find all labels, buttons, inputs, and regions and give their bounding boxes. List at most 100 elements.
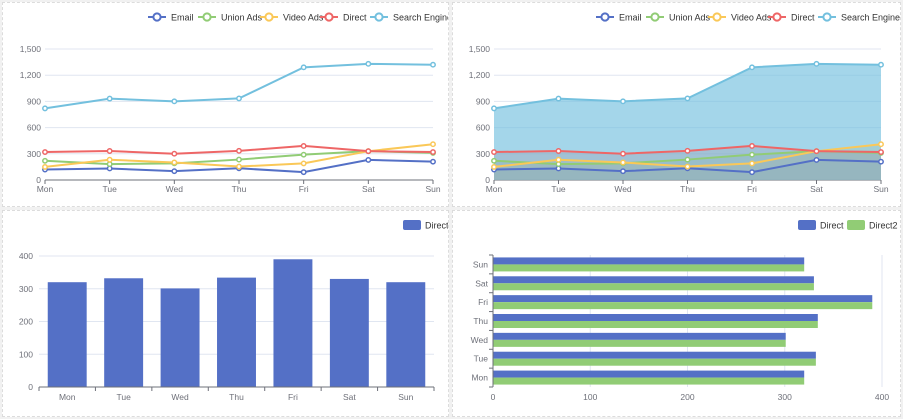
legend-item-video-ads[interactable]: Video Ads [260,12,324,23]
data-point-video-ads [749,160,755,167]
y-tick-label: 1,200 [469,70,491,80]
data-point-video-ads [620,159,626,166]
legend-marker-search-engine [822,12,832,22]
y-tick-label: 1,500 [20,44,42,54]
legend-marker-direct [324,12,334,22]
legend-label-search-engine: Search Engine [393,13,448,23]
x-tick-label: Wed [166,184,184,194]
data-point-direct [106,148,113,154]
line-chart-panel: Email Union Ads Video Ads Direct Search Engi… [2,2,449,207]
x-tick-label: Thu [229,392,244,402]
y-tick-label: 900 [476,96,490,106]
legend-item-direct[interactable]: Direct [768,12,815,23]
bar-wed [160,288,200,387]
data-point-direct [365,148,372,155]
legend-item-direct[interactable]: Direct [798,220,844,231]
legend-item-search-engine[interactable]: Search Engine [370,12,448,23]
data-point-search-engine [236,95,242,102]
horizontal-bar-chart: Direct Direct2 0 100 200 300 400 Mon Tue Wed Thu Fr… [471,220,898,402]
bar-thu [217,277,256,387]
legend-label-union-ads: Union Ads [221,13,263,23]
x-tick-label: Sat [810,184,823,194]
bar-direct2-fri [493,302,873,310]
data-point-direct [42,149,48,156]
bar-direct-tue [493,351,816,359]
data-point-email [878,158,884,165]
data-point-search-engine [106,95,113,102]
x-tick-label: Thu [680,184,695,194]
legend-item-union-ads[interactable]: Union Ads [198,12,263,23]
x-tick-label: Tue [102,184,117,194]
legend-swatch-direct [403,220,421,230]
y-tick-label: 400 [19,251,33,261]
data-point-search-engine [430,61,436,68]
x-tick-label: Sat [343,392,356,402]
legend-marker-union-ads [650,12,660,22]
y-tick-label: Sat [475,278,488,288]
data-point-union-ads [749,151,755,158]
legend-label-search-engine: Search Engine [841,13,900,23]
data-point-direct [749,142,755,149]
data-point-email [749,169,755,176]
bar-chart: Direct 0 100 200 300 400 Mon Tue Wed Thu Fri Sat Sun [19,220,448,402]
bar-direct-sat [493,276,814,284]
legend-item-direct2[interactable]: Direct2 [847,220,898,231]
bar-direct2-tue [493,358,816,366]
legend-item-email[interactable]: Email [596,12,642,23]
legend-marker-search-engine [374,12,384,22]
data-point-search-engine [42,105,48,112]
data-point-email [813,156,820,163]
data-point-union-ads [42,157,48,164]
legend-label-union-ads: Union Ads [669,13,711,23]
x-tick-label: Fri [288,392,298,402]
area-fill-search-engine [494,63,881,181]
x-tick-label: Sun [425,184,440,194]
data-point-search-engine [813,60,820,67]
legend-marker-video-ads [712,12,722,22]
data-point-direct [620,150,626,157]
x-tick-label: 0 [491,392,496,402]
bar-direct-sun [493,257,805,265]
x-tick-label: Mon [59,392,76,402]
bar-direct-fri [493,295,873,303]
data-point-search-engine [300,64,307,71]
legend-label-direct: Direct [820,221,844,231]
legend-item-direct[interactable]: Direct [320,12,367,23]
legend-label-email: Email [171,13,194,23]
data-point-search-engine [365,60,372,67]
legend-item-email[interactable]: Email [148,12,194,23]
bar-tue [104,278,144,387]
x-tick-label: 200 [680,392,694,402]
bar-direct2-mon [493,377,805,385]
y-tick-label: Mon [471,373,488,383]
y-tick-label: Tue [474,354,489,364]
legend-item-direct[interactable]: Direct [403,220,448,231]
data-point-direct [491,149,497,156]
y-tick-label: 300 [27,149,41,159]
legend-item-union-ads[interactable]: Union Ads [646,12,711,23]
area-chart-panel: Email Union Ads Video Ads Direct Search Engi… [452,2,901,207]
bar-direct-wed [493,332,786,340]
horizontal-bar-chart-panel: Direct Direct2 0 100 200 300 400 Mon Tue Wed Thu Fr… [452,210,901,417]
data-point-video-ads [684,163,691,170]
legend-label-direct: Direct [425,221,448,231]
data-point-union-ads [300,151,307,158]
legend-marker-union-ads [202,12,212,22]
data-point-direct [878,149,884,156]
data-point-video-ads [491,163,497,170]
legend-label-video-ads: Video Ads [283,13,324,23]
bar-fri [273,259,313,387]
data-point-union-ads [684,156,691,163]
bar-direct2-wed [493,339,786,347]
data-point-email [430,158,436,165]
legend-item-search-engine[interactable]: Search Engine [818,12,900,23]
legend-swatch-direct2 [847,220,865,230]
legend-marker-email [600,12,610,22]
data-point-search-engine [749,64,755,71]
legend-item-video-ads[interactable]: Video Ads [708,12,772,23]
bar-mon [47,282,87,387]
data-point-search-engine [555,95,562,102]
data-point-search-engine [171,98,178,105]
legend-marker-email [152,12,162,22]
y-tick-label: 0 [28,382,33,392]
